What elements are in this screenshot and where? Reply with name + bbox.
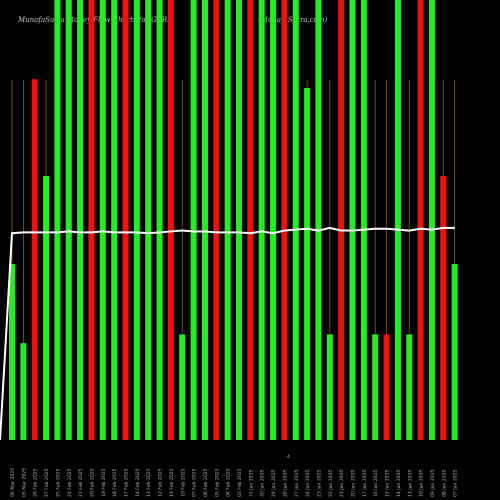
money-flow-line bbox=[0, 226, 455, 441]
x-tick-label: 27 Jan 2025 bbox=[294, 469, 300, 497]
bar-green bbox=[65, 0, 72, 440]
x-tick-label: 23 Jan 2025 bbox=[316, 469, 322, 497]
x-tick-label: 17 Jan 2025 bbox=[362, 469, 368, 497]
x-tick-label: 21 Jan 2025 bbox=[339, 469, 345, 497]
x-tick-label: 25 Feb 2025 bbox=[55, 468, 61, 497]
bar-red bbox=[88, 0, 95, 440]
x-tick-label: 07 Jan 2025 bbox=[453, 469, 459, 497]
x-tick-label: 03 Mar 2025 bbox=[21, 468, 27, 497]
bar-red bbox=[247, 0, 254, 440]
bars bbox=[9, 0, 458, 440]
bar-green bbox=[349, 0, 356, 440]
line-series bbox=[0, 226, 455, 441]
chart-title: MunafaSutra Money Flow Charts for GKBK bbox=[17, 16, 173, 24]
x-tick-label: 22 Jan 2025 bbox=[328, 469, 334, 497]
x-tick-label: 20 Jan 2025 bbox=[351, 469, 357, 497]
x-tick-label: 10 Feb 2025 bbox=[180, 468, 186, 497]
x-tick-label: 09 Jan 2025 bbox=[430, 469, 436, 497]
bar-green bbox=[360, 0, 367, 440]
x-tick-label: 30 Jan 2025 bbox=[260, 469, 266, 497]
bar-green bbox=[326, 334, 333, 440]
x-tick-label: 13 Feb 2025 bbox=[146, 468, 152, 497]
bar-red bbox=[122, 0, 129, 440]
x-tick-label: 20 Feb 2025 bbox=[89, 468, 95, 497]
x-tick-label: 28 Feb 2025 bbox=[33, 468, 39, 497]
bar-green bbox=[43, 176, 50, 440]
x-tick-label: 31 Jan 2025 bbox=[248, 469, 254, 497]
bar-red bbox=[338, 0, 345, 440]
bar-red bbox=[383, 334, 390, 440]
bar-green bbox=[54, 0, 61, 440]
bar-green bbox=[156, 0, 163, 440]
x-tick-label: 03 Feb 2025 bbox=[237, 468, 243, 497]
x-tick-label: 14 Jan 2025 bbox=[396, 469, 402, 497]
x-tick-label: 08 Jan 2025 bbox=[441, 469, 447, 497]
x-tick-label: 14 Feb 2025 bbox=[135, 468, 141, 497]
bar-green bbox=[99, 0, 106, 440]
x-tick-label: 29 Jan 2025 bbox=[271, 469, 277, 497]
bar-green bbox=[236, 0, 242, 440]
axis-marker: 4 bbox=[287, 454, 290, 460]
bar-green bbox=[270, 0, 277, 440]
bar-red bbox=[417, 0, 424, 440]
bar-green bbox=[190, 0, 197, 440]
x-tick-label: 21 Feb 2025 bbox=[78, 468, 84, 497]
bar-green bbox=[406, 334, 413, 440]
x-tick-label: 06 Feb 2025 bbox=[203, 468, 209, 497]
chart-watermark: (MunafaSutra.com) bbox=[258, 16, 327, 24]
bar-green bbox=[315, 0, 322, 440]
x-tick-label: 06 Mar 2025 bbox=[10, 468, 16, 497]
x-tick-label: 15 Jan 2025 bbox=[385, 469, 391, 497]
bar-green bbox=[20, 343, 27, 440]
x-tick-label: 19 Feb 2025 bbox=[101, 468, 107, 497]
bar-green bbox=[9, 264, 15, 440]
bar-green bbox=[77, 0, 84, 440]
x-tick-label: 18 Feb 2025 bbox=[112, 468, 118, 497]
bar-red bbox=[31, 79, 38, 440]
bar-green bbox=[179, 334, 186, 440]
x-tick-label: 05 Feb 2025 bbox=[214, 468, 220, 497]
x-tick-label: 17 Feb 2025 bbox=[124, 468, 130, 497]
bar-red bbox=[281, 0, 288, 440]
x-tick-label: 28 Jan 2025 bbox=[282, 469, 288, 497]
bar-green bbox=[292, 0, 299, 440]
bar-green bbox=[258, 0, 265, 440]
bar-green bbox=[133, 0, 140, 440]
bar-green bbox=[201, 0, 208, 440]
x-tick-label: 24 Jan 2025 bbox=[305, 469, 311, 497]
x-tick-label: 11 Feb 2025 bbox=[169, 468, 175, 497]
x-tick-labels: 06 Mar 2025 03 Mar 2025 28 Feb 2025 27 Feb … bbox=[10, 468, 459, 497]
x-tick-label: 24 Feb 2025 bbox=[67, 468, 73, 497]
x-tick-label: 16 Jan 2025 bbox=[373, 469, 379, 497]
bar-green bbox=[224, 0, 231, 440]
x-tick-label: 27 Feb 2025 bbox=[44, 468, 50, 497]
bar-green bbox=[304, 88, 311, 440]
x-tick-label: 10 Jan 2025 bbox=[419, 469, 425, 497]
bar-red bbox=[213, 0, 220, 440]
bar-green bbox=[451, 264, 458, 440]
bar-green bbox=[428, 0, 435, 440]
bar-red bbox=[167, 0, 174, 440]
x-tick-label: 12 Feb 2025 bbox=[158, 468, 164, 497]
bar-green bbox=[394, 0, 401, 440]
bar-green bbox=[111, 0, 118, 440]
x-tick-label: 07 Feb 2025 bbox=[192, 468, 198, 497]
bar-green bbox=[372, 334, 379, 440]
bar-green bbox=[145, 0, 152, 440]
bar-red bbox=[440, 176, 447, 440]
x-tick-label: 13 Jan 2025 bbox=[407, 469, 413, 497]
x-tick-label: 04 Feb 2025 bbox=[226, 468, 232, 497]
